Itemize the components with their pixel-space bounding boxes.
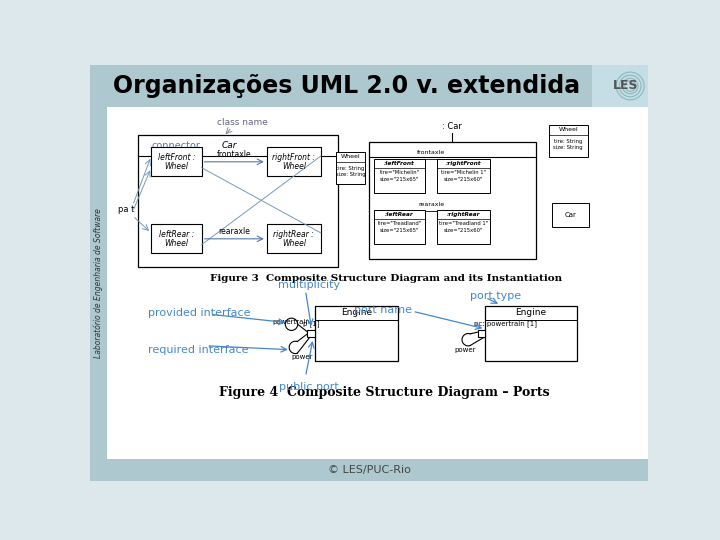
- Bar: [90, 459, 648, 481]
- Text: size="215x60": size="215x60": [444, 177, 483, 182]
- Bar: [374, 210, 425, 244]
- Text: Engine: Engine: [516, 308, 546, 317]
- Text: port name: port name: [354, 305, 412, 315]
- Text: leftFront :: leftFront :: [158, 153, 195, 163]
- Text: Engine: Engine: [341, 308, 372, 317]
- Text: port type: port type: [469, 291, 521, 301]
- Bar: [90, 65, 648, 107]
- Text: size="215x60": size="215x60": [444, 228, 483, 233]
- Text: Wheel: Wheel: [282, 162, 306, 171]
- Text: size: String: size: String: [336, 172, 365, 178]
- Circle shape: [285, 318, 297, 330]
- Bar: [485, 306, 577, 361]
- Text: rightRear :: rightRear :: [274, 231, 314, 239]
- Text: :leftRear: :leftRear: [385, 212, 414, 217]
- Text: power: power: [292, 354, 313, 360]
- Text: rearaxle: rearaxle: [418, 202, 444, 207]
- Text: © LES/PUC-Rio: © LES/PUC-Rio: [328, 465, 410, 475]
- Text: LES: LES: [613, 79, 639, 92]
- Bar: [307, 330, 315, 338]
- Text: tire: String: tire: String: [554, 139, 582, 144]
- Text: provided interface: provided interface: [148, 308, 251, 318]
- Bar: [374, 159, 425, 193]
- Text: pa t: pa t: [118, 205, 135, 214]
- Bar: [90, 107, 107, 459]
- Text: multiplicity: multiplicity: [278, 280, 341, 291]
- Text: size: String: size: String: [554, 145, 583, 151]
- Text: Wheel: Wheel: [164, 162, 189, 171]
- Text: Car: Car: [564, 212, 577, 218]
- Text: frontaxle: frontaxle: [417, 150, 445, 155]
- Text: tire="Michelin 1": tire="Michelin 1": [441, 170, 486, 175]
- Text: size="215x65": size="215x65": [380, 177, 419, 182]
- Bar: [315, 306, 398, 361]
- Text: Organizações UML 2.0 v. extendida: Organizações UML 2.0 v. extendida: [113, 74, 580, 98]
- Text: rightFront :: rightFront :: [272, 153, 315, 163]
- Text: tire="Treadland 1": tire="Treadland 1": [439, 221, 488, 226]
- Text: Laboratório de Engenharia de Software: Laboratório de Engenharia de Software: [94, 208, 103, 358]
- Bar: [593, 65, 648, 107]
- Text: connector: connector: [152, 140, 201, 151]
- Text: Car: Car: [222, 141, 238, 150]
- Text: tire="Michelin": tire="Michelin": [379, 170, 420, 175]
- Text: : Car: : Car: [442, 122, 462, 131]
- Bar: [266, 147, 321, 177]
- Text: powertrain: powertrain: [272, 319, 310, 325]
- Text: Figure 3  Composite Structure Diagram and its Instantiation: Figure 3 Composite Structure Diagram and…: [210, 274, 562, 284]
- Text: Wheel: Wheel: [341, 154, 360, 159]
- Text: rearaxle: rearaxle: [218, 227, 250, 236]
- Text: :rightFront: :rightFront: [446, 161, 481, 166]
- Text: required interface: required interface: [148, 345, 248, 355]
- Bar: [477, 330, 485, 338]
- Bar: [151, 147, 202, 177]
- Text: Wheel: Wheel: [164, 239, 189, 248]
- Text: :leftFront: :leftFront: [384, 161, 415, 166]
- Text: Wheel: Wheel: [282, 239, 306, 248]
- Text: tire: String: tire: String: [336, 166, 364, 171]
- Bar: [266, 224, 321, 253]
- Text: frontaxle: frontaxle: [217, 150, 251, 159]
- Text: p [1]: p [1]: [303, 321, 320, 327]
- Bar: [151, 224, 202, 253]
- Bar: [138, 135, 338, 267]
- Bar: [552, 204, 589, 226]
- Text: power: power: [454, 347, 476, 354]
- Text: size="215x65": size="215x65": [380, 228, 419, 233]
- Text: :rightRear: :rightRear: [447, 212, 480, 217]
- Text: class name: class name: [217, 118, 267, 127]
- Bar: [549, 125, 588, 157]
- Bar: [369, 142, 536, 259]
- Text: public port: public port: [279, 382, 339, 392]
- Bar: [437, 159, 490, 193]
- Text: Wheel: Wheel: [559, 127, 578, 132]
- Text: leftRear :: leftRear :: [159, 231, 194, 239]
- Bar: [336, 152, 365, 184]
- Text: tire="Treadland": tire="Treadland": [377, 221, 422, 226]
- Bar: [437, 210, 490, 244]
- Bar: [107, 107, 648, 459]
- Text: Figure 4  Composite Structure Diagram – Ports: Figure 4 Composite Structure Diagram – P…: [219, 386, 550, 399]
- Text: pc: powertrain [1]: pc: powertrain [1]: [474, 321, 536, 327]
